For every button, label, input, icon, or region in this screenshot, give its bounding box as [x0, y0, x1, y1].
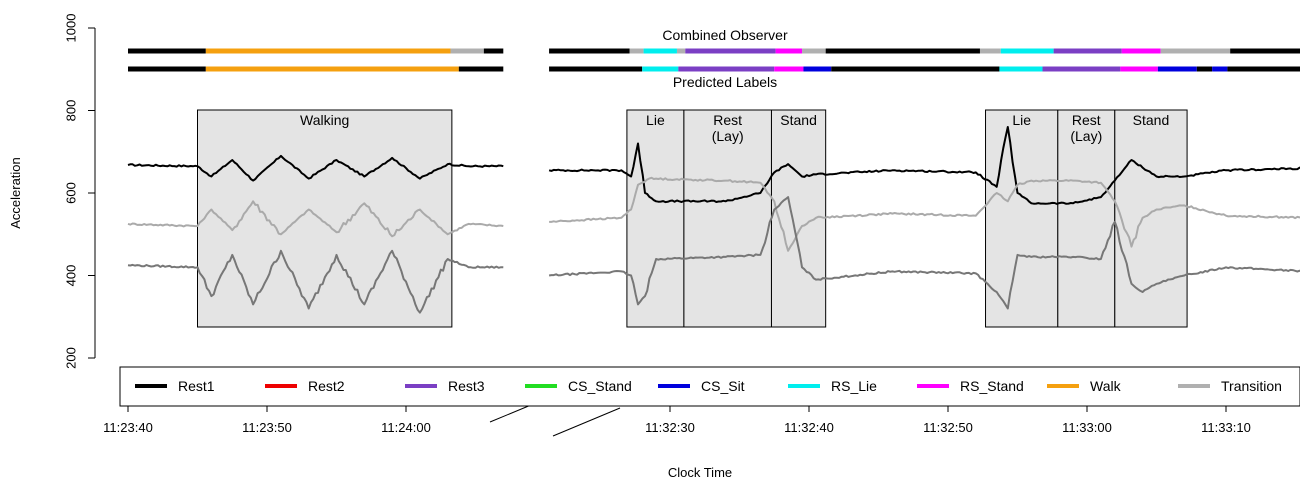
- label-bar-segment: [803, 66, 832, 72]
- label-bar-segment: [642, 66, 679, 72]
- label-bar-segment: [1042, 66, 1121, 72]
- legend: Rest1 Rest2 Rest3 CS_Stand CS_Sit RS_Lie RS_St…: [119, 366, 1300, 407]
- label-bar-segment: [1230, 48, 1300, 54]
- label-bar-segment: [128, 48, 206, 54]
- label-bar-segment: [549, 66, 643, 72]
- label-bar-segment: [1196, 66, 1213, 72]
- label-bar-segment: [685, 48, 776, 54]
- label-bar-segment: [549, 48, 630, 54]
- activity-box-label-line: Stand: [1133, 112, 1170, 128]
- combined-observer-label: Combined Observer: [662, 27, 788, 43]
- legend-label: Walk: [1090, 378, 1122, 394]
- label-bar-segment: [999, 66, 1043, 72]
- activity-box: [683, 109, 772, 328]
- label-bar-segment: [676, 48, 686, 54]
- x-tick-label: 11:32:30: [645, 420, 695, 435]
- label-bar-segment: [450, 48, 484, 54]
- predicted-labels-label: Predicted Labels: [673, 74, 777, 90]
- label-bar-segment: [1212, 66, 1228, 72]
- label-bar-segment: [979, 48, 1001, 54]
- legend-label: Rest2: [308, 378, 345, 394]
- x-tick-label: 11:32:40: [784, 420, 834, 435]
- activity-box: [1114, 109, 1188, 328]
- activity-box-label: Lie: [646, 112, 665, 128]
- label-bar-segment: [1160, 48, 1231, 54]
- label-bar-layer: Combined Observer Predicted Labels: [128, 27, 1300, 90]
- x-tick-label: 11:32:50: [923, 420, 973, 435]
- label-bar-segment: [205, 66, 459, 72]
- activity-box: [626, 109, 685, 328]
- activity-box: [1057, 109, 1116, 328]
- y-tick-label: 800: [63, 100, 78, 122]
- x-tick-label: 11:23:40: [103, 420, 153, 435]
- activity-box-layer: Walking Lie Rest (Lay)Stand Lie Rest (Lay)Stan…: [197, 109, 1188, 328]
- activity-box-label: Rest (Lay): [1070, 112, 1102, 144]
- label-bar-segment: [1053, 48, 1122, 54]
- axis-layer: 200 400 600 800 1000 Acceleration 11:23:40 11:2…: [8, 14, 1290, 480]
- series-line: [548, 126, 1300, 205]
- label-bar-segment: [802, 48, 826, 54]
- x-tick-label: 11:24:00: [381, 420, 431, 435]
- activity-box-label: Rest (Lay): [712, 112, 744, 144]
- activity-box-label-line: (Lay): [712, 128, 744, 144]
- label-bar-segment: [775, 48, 803, 54]
- legend-label: Transition: [1221, 378, 1282, 394]
- axis-break-mark: [552, 407, 621, 437]
- series-line: [549, 176, 1300, 252]
- activity-box: [985, 109, 1059, 328]
- label-bar-segment: [678, 66, 775, 72]
- activity-box-label: Walking: [300, 112, 349, 128]
- series-line: [548, 196, 1300, 310]
- legend-box: [119, 366, 1300, 407]
- activity-box: [197, 109, 453, 328]
- y-tick-label: 1000: [63, 14, 78, 43]
- x-tick-label: 11:23:50: [242, 420, 292, 435]
- label-bar-segment: [1000, 48, 1054, 54]
- label-bar-segment: [205, 48, 451, 54]
- legend-label: CS_Stand: [568, 378, 632, 394]
- label-bar-segment: [1120, 66, 1158, 72]
- x-tick-label: 11:33:00: [1062, 420, 1112, 435]
- y-axis-title: Acceleration: [8, 157, 23, 229]
- y-tick-label: 400: [63, 265, 78, 287]
- legend-label: RS_Stand: [960, 378, 1024, 394]
- activity-box-label-line: Walking: [300, 112, 349, 128]
- legend-label: CS_Sit: [701, 378, 745, 394]
- y-tick-label: 600: [63, 182, 78, 204]
- series-line-layer: [127, 126, 1300, 314]
- activity-box-label: Stand: [1133, 112, 1170, 128]
- series-line: [127, 154, 504, 182]
- legend-label: Rest3: [448, 378, 485, 394]
- label-bar-segment: [128, 66, 206, 72]
- label-bar-segment: [458, 66, 504, 72]
- series-line: [127, 200, 504, 238]
- y-tick-label: 200: [63, 347, 78, 369]
- label-bar-segment: [831, 66, 1000, 72]
- label-bar-segment: [825, 48, 980, 54]
- activity-box-label-line: Lie: [646, 112, 665, 128]
- label-bar-segment: [629, 48, 644, 54]
- x-tick-label: 11:33:10: [1201, 420, 1251, 435]
- label-bar-segment: [774, 66, 804, 72]
- activity-box-label-line: Rest: [1072, 112, 1101, 128]
- label-bar-segment: [643, 48, 677, 54]
- activity-box-label-line: Lie: [1012, 112, 1031, 128]
- label-bar-segment: [1121, 48, 1161, 54]
- series-line: [127, 249, 504, 314]
- legend-label: Rest1: [178, 378, 215, 394]
- label-bar-segment: [483, 48, 504, 54]
- activity-box-label: Stand: [780, 112, 817, 128]
- x-axis-title: Clock Time: [668, 465, 732, 480]
- activity-box-label-line: (Lay): [1070, 128, 1102, 144]
- label-bar-segment: [1227, 66, 1300, 72]
- label-bar-segment: [1157, 66, 1197, 72]
- legend-label: RS_Lie: [831, 378, 877, 394]
- activity-box-label-line: Rest: [713, 112, 742, 128]
- activity-box-label: Lie: [1012, 112, 1031, 128]
- activity-box-label-line: Stand: [780, 112, 817, 128]
